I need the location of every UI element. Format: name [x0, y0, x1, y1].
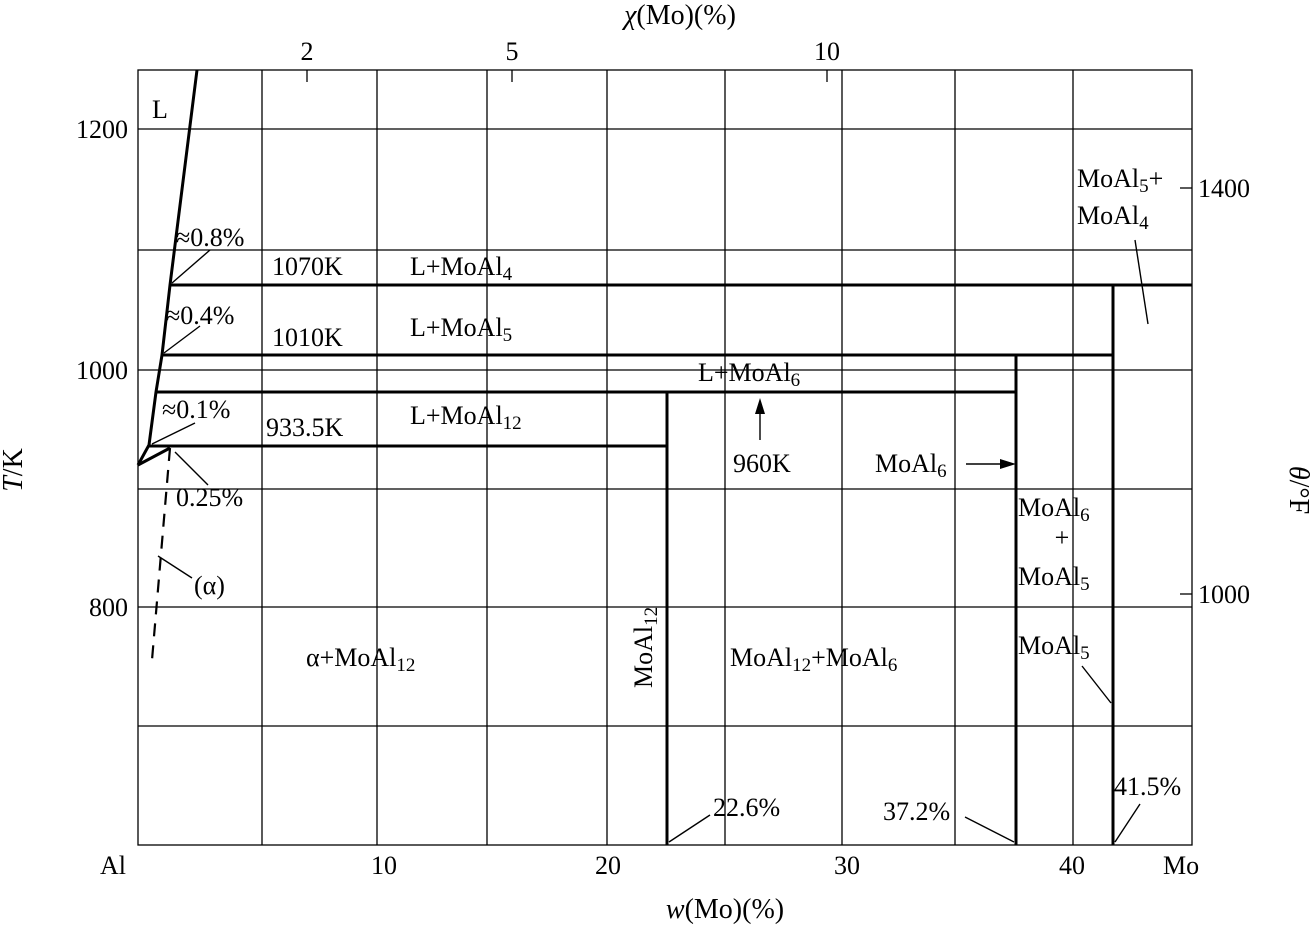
label-moal4: MoAl4 — [1077, 201, 1149, 234]
leader-moal5 — [1081, 665, 1112, 704]
bottom-axis-title: w(Mo)(%) — [666, 894, 784, 925]
label-alpha-moal12: α+MoAl12 — [306, 643, 415, 676]
label-approx-08: ≈0.8% — [176, 223, 244, 252]
top-axis-title: χ(Mo)(%) — [621, 0, 736, 31]
label-l-moal5: L+MoAl5 — [410, 313, 512, 346]
bottom-end-al: Al — [100, 851, 126, 880]
label-pct-226: 22.6% — [713, 793, 780, 822]
top-tick-label-2: 2 — [301, 37, 314, 66]
plot-frame — [137, 69, 1193, 846]
leader-372 — [964, 816, 1015, 843]
right-axis-title: θ/°F — [1283, 466, 1310, 514]
bottom-tick-label-10: 10 — [371, 851, 397, 880]
label-moal5-region: MoAl5 — [1018, 562, 1090, 595]
top-tick-label-5: 5 — [506, 37, 519, 66]
left-axis-title: T/K — [0, 448, 29, 492]
left-tick-label-800: 800 — [89, 593, 128, 622]
leader-415 — [1114, 803, 1141, 843]
solvus-short — [137, 446, 171, 467]
label-l-moal6: L+MoAl6 — [698, 358, 800, 391]
label-pct-372: 37.2% — [883, 797, 950, 826]
label-t-9335: 933.5K — [266, 413, 344, 442]
label-t-1070: 1070K — [272, 252, 343, 281]
left-tick-label-1000: 1000 — [76, 356, 128, 385]
label-plus-sign: + — [1055, 523, 1070, 552]
left-tick-label-1200: 1200 — [76, 115, 128, 144]
label-pct-415: 41.5% — [1114, 772, 1181, 801]
label-moal12-moal6: MoAl12+MoAl6 — [730, 643, 897, 676]
label-l-moal4: L+MoAl4 — [410, 252, 513, 285]
arrow-960-head — [755, 398, 765, 414]
label-pct-025: 0.25% — [176, 483, 243, 512]
phase-boundaries — [136, 69, 1192, 845]
leader-226 — [668, 814, 711, 843]
label-l-moal12: L+MoAl12 — [410, 401, 522, 434]
label-alpha: (α) — [194, 571, 225, 600]
right-tick-label-1000: 1000 — [1198, 580, 1250, 609]
label-t-960: 960K — [733, 449, 791, 478]
label-t-1010: 1010K — [272, 323, 343, 352]
arrow-moal6-head — [1000, 459, 1016, 469]
leader-025 — [174, 451, 209, 486]
label-moal6-region: MoAl6 — [1018, 493, 1090, 526]
grid — [137, 69, 1193, 846]
leader-moal5-moal4 — [1134, 239, 1149, 325]
liquidus-line — [136, 69, 199, 466]
label-approx-04: ≈0.4% — [166, 301, 234, 330]
leader-alpha — [157, 555, 193, 579]
leader-lines — [151, 239, 1149, 843]
bottom-tick-label-20: 20 — [595, 851, 621, 880]
label-moal5-line: MoAl5 — [1018, 631, 1090, 664]
label-moal6-arrow: MoAl6 — [875, 449, 947, 482]
label-liquid: L — [152, 95, 168, 124]
right-tick-label-1400: 1400 — [1198, 174, 1250, 203]
bottom-tick-label-30: 30 — [834, 851, 860, 880]
top-tick-label-10: 10 — [814, 37, 840, 66]
leader-04 — [163, 325, 201, 354]
alpha-solvus-dashed — [150, 447, 172, 661]
label-approx-01: ≈0.1% — [162, 395, 230, 424]
bottom-tick-label-40: 40 — [1059, 851, 1085, 880]
leader-08 — [171, 249, 211, 284]
bottom-end-mo: Mo — [1163, 851, 1199, 880]
leader-01 — [151, 422, 196, 445]
label-moal5-plus: MoAl5+ — [1077, 164, 1163, 197]
label-moal12-vertical: MoAl12 — [629, 607, 662, 688]
